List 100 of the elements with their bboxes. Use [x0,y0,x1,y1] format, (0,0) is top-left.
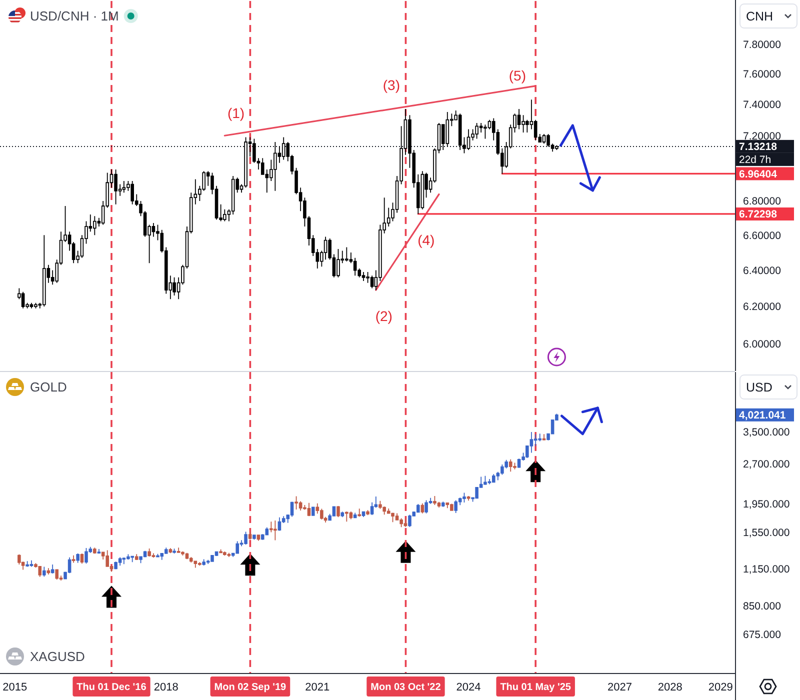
candlestick [114,561,118,570]
candlestick [156,553,160,558]
y-tick-label: 7.80000 [743,38,782,51]
candlestick [114,169,118,205]
candlestick [294,496,298,510]
candlestick [42,566,46,578]
ref-line-label: 7.13218 [739,141,778,154]
text: GOLD [30,380,67,395]
candlestick [181,550,184,556]
y-axis-title: USD [746,380,772,394]
candlestick [484,124,487,140]
candlestick [26,560,29,568]
candlestick [282,136,286,160]
y-tick-label: 6.40000 [743,264,782,277]
candlestick [236,540,240,554]
candlestick [446,112,450,148]
candlestick [366,510,370,516]
x-tick-label: 2021 [305,681,330,694]
candlestick [172,548,176,554]
candlestick [227,552,231,558]
candlestick [307,502,311,517]
candlestick [546,134,550,148]
candlestick [55,569,59,580]
candlestick [30,560,34,568]
y-tick-label: 6.00000 [743,338,782,351]
candlestick [210,554,214,562]
candlestick [50,564,54,574]
y-tick-label: 6.20000 [743,301,782,314]
candlestick [168,548,172,554]
candlestick [185,552,189,560]
y-tick-label: 1,150.000 [743,564,790,576]
candlestick [38,566,42,578]
candlestick [332,506,336,516]
candlestick [134,554,138,560]
candlestick [538,433,542,442]
candlestick [424,500,428,514]
annotation: (4) [418,232,435,248]
y-tick-label: 7.20000 [743,130,782,142]
candlestick [76,552,80,564]
candlestick [349,510,353,520]
candlestick [433,496,436,506]
candlestick [122,180,126,194]
candlestick [278,516,282,532]
candlestick [206,559,210,564]
candlestick [362,511,366,518]
candlestick [274,142,277,192]
ref-line-label: Thu 01 Dec '16 [76,682,147,693]
candlestick [244,136,248,188]
y-tick-label: 675.000 [743,629,782,642]
x-tick-label: 2024 [456,681,481,694]
y-tick-label: 6.60000 [743,230,782,242]
y-axis-title: CNH [746,9,774,24]
candlestick [458,113,462,150]
ref-line-label: Mon 03 Oct '22 [370,682,442,693]
candlestick [252,534,256,540]
candlestick [345,510,348,522]
candlestick [517,108,521,130]
data-label: 6.72298 [739,208,778,221]
candlestick [362,272,366,282]
data-label: 6.96404 [739,168,778,180]
candlestick [118,556,122,566]
y-tick-label: 6.80000 [743,196,782,208]
candlestick [72,554,76,564]
candlestick [172,276,176,296]
candlestick [454,500,458,514]
y-tick-label: 1,550.000 [743,526,790,539]
ref-line-label: Mon 02 Sep '19 [214,682,287,693]
candlestick [152,552,156,558]
x-tick-label: 2018 [154,681,178,694]
candlestick [130,556,134,563]
candlestick [492,474,496,484]
candlestick [219,548,222,554]
text: XAGUSD [30,649,85,664]
candlestick [484,475,487,486]
y-tick-label: 7.60000 [743,68,782,80]
candlestick [34,302,38,309]
candlestick [223,551,226,556]
candlestick [420,170,424,210]
candlestick [176,547,180,554]
candlestick [244,531,248,546]
candlestick [508,458,512,472]
candlestick [223,208,226,222]
candlestick [80,553,84,564]
y-tick-label: 850.000 [743,600,782,613]
candlestick [148,548,151,557]
text: 22d 7h [739,154,772,166]
text: 4,021.041 [739,410,786,422]
candlestick [391,512,394,523]
candlestick [311,506,315,516]
candlestick [30,302,34,309]
y-tick-label: 3,500.000 [743,426,790,439]
candlestick [353,512,357,518]
annotation: (3) [382,76,400,93]
candlestick [404,518,408,528]
candlestick [248,531,252,540]
candlestick [93,547,96,554]
y-tick-label: 1,950.000 [743,498,790,511]
candlestick [256,534,260,542]
annotation: (2) [375,308,392,324]
candlestick [513,462,516,470]
